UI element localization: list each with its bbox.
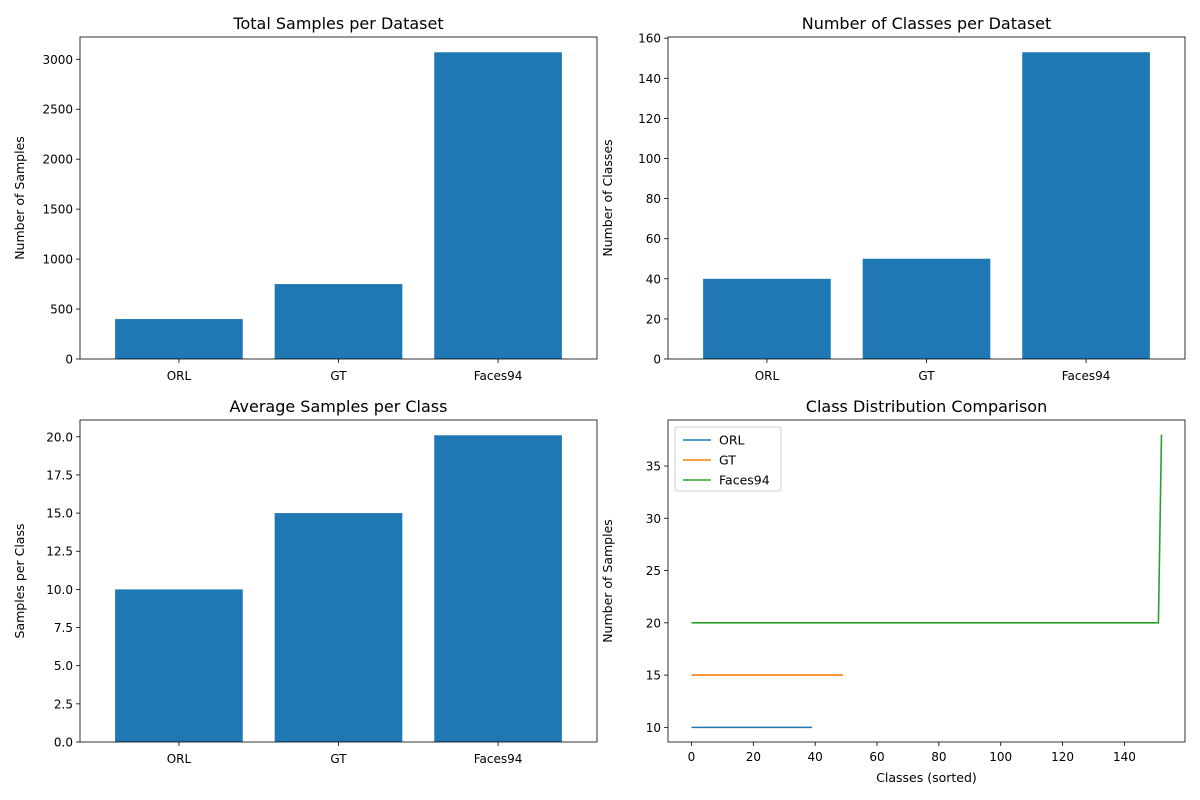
y-tick-label: 35: [646, 460, 661, 474]
x-tick-label: GT: [330, 369, 347, 383]
legend: ORL GT Faces94: [674, 426, 782, 492]
chart-panel-1: Total Samples per Dataset ORL GT Faces94 0 50…: [12, 14, 598, 383]
x-tick-label: ORL: [755, 369, 780, 383]
y-tick-label: 60: [646, 232, 661, 246]
y-tick-label: 0: [65, 353, 73, 367]
y-axis-label: Number of Samples: [12, 136, 27, 260]
y-tick-label: 3000: [42, 53, 73, 67]
y-tick-label: 500: [50, 303, 73, 317]
x-tick-label: 40: [808, 750, 823, 764]
y-tick-label: 40: [646, 272, 661, 286]
bar-gt: [274, 284, 403, 359]
x-tick-label: Faces94: [1062, 369, 1111, 383]
y-tick-label: 10: [646, 721, 661, 735]
x-tick-label: Faces94: [474, 752, 523, 766]
bar-faces94: [1022, 52, 1150, 360]
x-tick-label: 80: [931, 750, 946, 764]
bar-faces94: [434, 52, 562, 359]
y-tick-label: 160: [638, 32, 661, 46]
legend-label: Faces94: [719, 473, 770, 488]
chart-panel-2: Number of Classes per Dataset ORL GT Faces9…: [600, 14, 1186, 383]
chart-panel-3: Average Samples per Class ORL GT Faces94 0.0…: [12, 397, 598, 766]
y-tick-label: 80: [646, 192, 661, 206]
y-tick-label: 120: [638, 112, 661, 126]
y-tick-label: 12.5: [46, 545, 73, 559]
y-tick-label: 20.0: [46, 430, 73, 444]
y-tick-label: 7.5: [54, 621, 73, 635]
bar-orl: [115, 589, 243, 742]
bar-gt: [862, 258, 991, 359]
x-tick-label: 0: [688, 750, 696, 764]
legend-box: [674, 426, 782, 492]
bar-faces94: [434, 435, 562, 742]
y-tick-label: 2500: [42, 103, 73, 117]
y-tick-label: 20: [646, 312, 661, 326]
y-axis-label: Number of Samples: [600, 519, 615, 643]
y-tick-label: 2000: [42, 153, 73, 167]
x-axis-label: Classes (sorted): [876, 770, 977, 785]
y-tick-label: 0.0: [54, 736, 73, 750]
y-tick-label: 2.5: [54, 697, 73, 711]
x-tick-label: GT: [918, 369, 935, 383]
x-tick-label: Faces94: [474, 369, 523, 383]
y-tick-label: 140: [638, 72, 661, 86]
axes-frame: [667, 419, 1186, 743]
y-tick-label: 0: [653, 353, 661, 367]
x-tick-label: GT: [330, 752, 347, 766]
chart-title: Class Distribution Comparison: [806, 397, 1047, 416]
axes-frame: [79, 419, 598, 743]
chart-title: Number of Classes per Dataset: [802, 14, 1052, 33]
y-tick-label: 25: [646, 564, 661, 578]
x-tick-label: 100: [989, 750, 1012, 764]
x-tick-label: 20: [746, 750, 761, 764]
y-tick-label: 20: [646, 616, 661, 630]
y-tick-label: 5.0: [54, 659, 73, 673]
x-tick-label: 120: [1051, 750, 1074, 764]
y-tick-label: 17.5: [46, 468, 73, 482]
series-line-faces94: [691, 434, 1163, 624]
x-tick-label: ORL: [167, 369, 192, 383]
axes-frame: [667, 36, 1186, 360]
y-tick-label: 1500: [42, 203, 73, 217]
y-axis-label: Samples per Class: [12, 524, 27, 639]
chart-panel-4: Class Distribution Comparison 0 20 40 60 80 10…: [600, 397, 1186, 785]
chart-title: Average Samples per Class: [230, 397, 448, 416]
axes-frame: [79, 36, 598, 360]
y-tick-label: 100: [638, 152, 661, 166]
y-tick-label: 10.0: [46, 583, 73, 597]
x-tick-label: 60: [869, 750, 884, 764]
legend-label: ORL: [719, 433, 745, 448]
legend-label: GT: [719, 453, 736, 468]
y-axis-label: Number of Classes: [600, 139, 615, 256]
x-tick-label: ORL: [167, 752, 192, 766]
y-tick-label: 15.0: [46, 507, 73, 521]
bar-orl: [703, 278, 831, 359]
y-tick-label: 30: [646, 512, 661, 526]
y-tick-label: 1000: [42, 253, 73, 267]
bar-orl: [115, 319, 243, 359]
y-tick-label: 15: [646, 669, 661, 683]
bar-gt: [274, 513, 403, 742]
chart-title: Total Samples per Dataset: [232, 14, 443, 33]
x-tick-label: 140: [1113, 750, 1136, 764]
